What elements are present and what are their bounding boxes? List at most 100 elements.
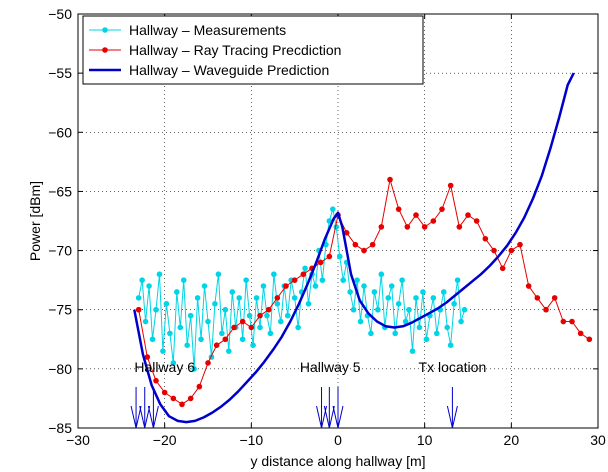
annotations: Hallway 6 Hallway 5 Tx location: [130, 359, 486, 429]
data-point: [312, 283, 319, 289]
data-point: [434, 330, 440, 337]
annotation-0: Hallway 6: [130, 359, 195, 429]
x-axis-label: y distance along hallway [m]: [250, 453, 425, 469]
data-point: [395, 206, 402, 212]
data-point: [404, 224, 411, 230]
data-point: [387, 176, 393, 183]
annotation-arrowhead: [130, 405, 142, 429]
data-point: [300, 271, 307, 278]
annotation-arrowhead: [139, 405, 151, 429]
data-point: [191, 366, 197, 372]
data-point: [482, 235, 489, 242]
data-point: [413, 212, 419, 218]
data-point: [388, 283, 395, 289]
data-point: [177, 324, 184, 331]
data-point: [170, 360, 177, 366]
legend-label: Hallway – Ray Tracing Precdiction: [129, 42, 341, 58]
data-point: [196, 383, 203, 390]
data-point: [257, 324, 263, 331]
data-point: [319, 277, 326, 283]
data-point: [421, 224, 428, 230]
data-point: [330, 206, 336, 212]
data-point: [440, 289, 447, 295]
series-0: [135, 206, 468, 372]
data-point: [586, 336, 593, 343]
data-point: [416, 324, 423, 331]
y-tick-label: −50: [48, 6, 72, 22]
data-point: [284, 312, 291, 319]
data-point: [267, 330, 274, 337]
data-point: [560, 318, 567, 325]
data-point: [525, 283, 532, 289]
data-point: [551, 295, 558, 301]
data-point: [142, 318, 149, 325]
data-point: [577, 330, 584, 337]
data-point: [508, 247, 515, 254]
data-point: [153, 306, 159, 313]
data-point: [144, 354, 151, 360]
data-point: [352, 241, 359, 248]
annotation-label: Hallway 5: [300, 359, 361, 375]
data-point: [430, 295, 437, 301]
data-point: [170, 395, 177, 402]
data-point: [361, 283, 367, 289]
data-point: [213, 342, 220, 349]
data-point: [451, 301, 457, 307]
data-point: [274, 295, 281, 301]
data-point: [187, 395, 194, 402]
legend-marker: [102, 47, 108, 53]
data-point: [265, 306, 272, 313]
legend-label: Hallway – Waveguide Prediction: [129, 62, 329, 78]
data-point: [357, 318, 364, 325]
data-point: [369, 241, 376, 248]
data-point: [205, 318, 211, 325]
data-point: [395, 301, 402, 307]
data-point: [378, 271, 385, 278]
data-point: [456, 224, 463, 230]
y-tick-label: −85: [48, 420, 72, 436]
plot-series: [133, 72, 593, 424]
data-point: [336, 253, 343, 260]
data-point: [305, 301, 312, 307]
data-point: [569, 318, 575, 325]
legend: Hallway – Measurements Hallway – Ray Trac…: [82, 15, 424, 85]
data-point: [378, 224, 385, 230]
annotation-arrowhead: [332, 405, 344, 429]
data-point: [215, 271, 222, 278]
data-point: [184, 342, 190, 349]
data-point: [458, 318, 464, 325]
data-point: [343, 230, 350, 236]
data-point: [194, 295, 201, 301]
data-point: [139, 277, 145, 283]
annotation-2: Tx location: [419, 359, 486, 429]
y-axis-label: Power [dBm]: [27, 181, 43, 261]
data-point: [274, 301, 281, 307]
data-point: [371, 289, 378, 295]
data-point: [465, 212, 471, 218]
data-point: [368, 330, 374, 337]
data-point: [179, 401, 185, 408]
data-point: [361, 247, 367, 254]
data-point: [246, 312, 253, 319]
data-point: [253, 295, 260, 301]
data-point: [291, 277, 298, 283]
y-tick-label: −60: [48, 124, 72, 140]
data-point: [239, 336, 246, 343]
data-point: [406, 306, 412, 313]
data-point: [163, 301, 170, 307]
data-point: [420, 289, 426, 295]
data-point: [212, 301, 218, 307]
data-point: [226, 348, 232, 354]
data-point: [423, 336, 430, 343]
data-point: [340, 277, 347, 283]
x-tick-label: 20: [504, 432, 520, 448]
data-point: [250, 342, 256, 349]
x-tick-label: −20: [153, 432, 177, 448]
data-point: [302, 265, 308, 272]
data-point: [201, 283, 208, 289]
data-point: [248, 324, 255, 331]
annotation-arrowhead: [316, 405, 328, 429]
data-point: [347, 289, 353, 295]
data-point: [439, 206, 445, 212]
data-point: [260, 283, 267, 289]
